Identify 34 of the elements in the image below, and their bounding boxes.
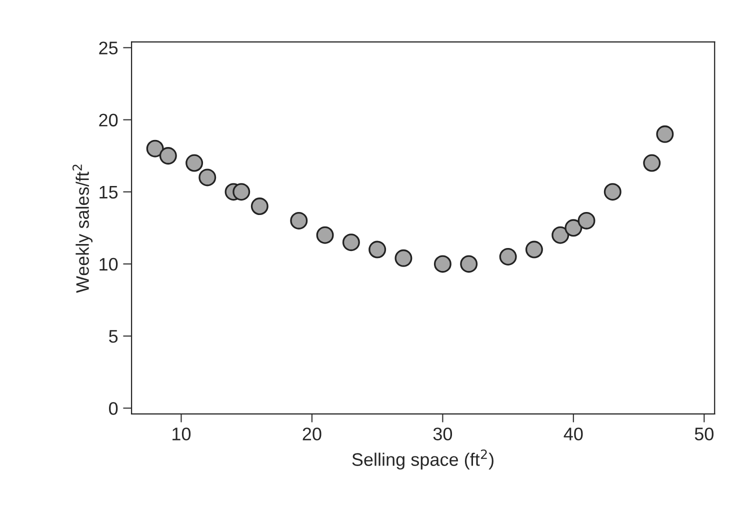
x-tick-label: 30 [433,428,452,440]
point [250,198,268,216]
x-tick-label: 10 [172,428,191,440]
point [159,147,177,165]
point [499,248,517,266]
point [552,226,570,244]
point [290,212,308,230]
point [656,125,674,143]
y-tick-label: 20 [99,114,118,126]
point [198,168,216,186]
point [316,226,334,244]
point [460,255,478,273]
y-tick-label: 5 [109,330,118,343]
point [578,212,596,230]
y-axis-title: Weekly sales/ft$^{2}$ [72,164,93,293]
point [643,154,661,172]
point [342,234,360,252]
x-axis-title: Selling space (ft$^{2}$) [352,449,494,470]
x-tick-label: 40 [564,428,583,440]
point [525,240,543,258]
point [232,183,250,201]
point [368,240,386,258]
y-tick-label: 25 [99,42,118,54]
point [564,219,582,237]
x-tick-label: 50 [694,428,714,440]
point [394,249,412,267]
y-tick-label: 15 [100,186,118,199]
point [146,140,164,158]
y-tick-label: 10 [100,258,118,271]
point [604,183,622,201]
y-tick-label: 0 [109,402,118,415]
x-tick-label: 20 [302,428,322,440]
point [434,255,452,273]
point [186,154,204,172]
